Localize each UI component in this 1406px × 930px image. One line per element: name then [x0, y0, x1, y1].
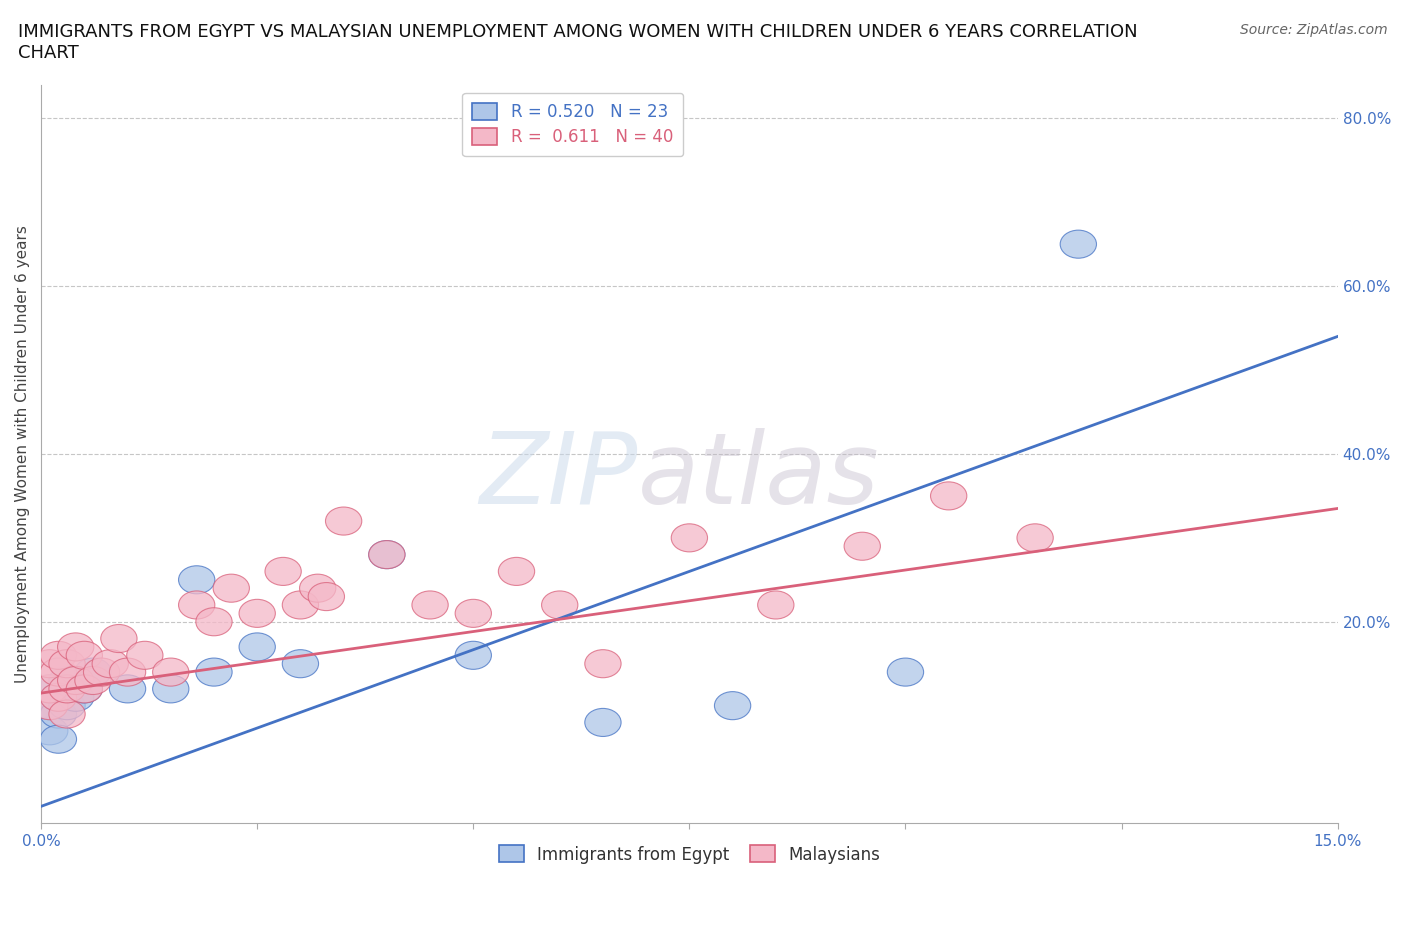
- Ellipse shape: [1060, 230, 1097, 259]
- Ellipse shape: [31, 675, 67, 703]
- Ellipse shape: [214, 574, 249, 603]
- Ellipse shape: [758, 591, 794, 619]
- Ellipse shape: [41, 684, 76, 711]
- Ellipse shape: [110, 675, 146, 703]
- Ellipse shape: [195, 607, 232, 636]
- Ellipse shape: [844, 532, 880, 560]
- Ellipse shape: [368, 540, 405, 568]
- Ellipse shape: [299, 574, 336, 603]
- Ellipse shape: [541, 591, 578, 619]
- Ellipse shape: [93, 650, 128, 678]
- Ellipse shape: [153, 658, 188, 686]
- Ellipse shape: [931, 482, 967, 510]
- Ellipse shape: [283, 650, 319, 678]
- Ellipse shape: [31, 650, 67, 678]
- Ellipse shape: [41, 700, 76, 728]
- Ellipse shape: [66, 675, 103, 703]
- Ellipse shape: [412, 591, 449, 619]
- Ellipse shape: [456, 642, 492, 670]
- Ellipse shape: [671, 524, 707, 551]
- Ellipse shape: [41, 658, 76, 686]
- Text: Source: ZipAtlas.com: Source: ZipAtlas.com: [1240, 23, 1388, 37]
- Ellipse shape: [179, 565, 215, 594]
- Ellipse shape: [31, 692, 67, 720]
- Ellipse shape: [264, 557, 301, 586]
- Ellipse shape: [887, 658, 924, 686]
- Ellipse shape: [368, 540, 405, 568]
- Ellipse shape: [41, 725, 76, 753]
- Ellipse shape: [101, 625, 136, 653]
- Ellipse shape: [49, 675, 86, 703]
- Text: IMMIGRANTS FROM EGYPT VS MALAYSIAN UNEMPLOYMENT AMONG WOMEN WITH CHILDREN UNDER : IMMIGRANTS FROM EGYPT VS MALAYSIAN UNEMP…: [18, 23, 1137, 62]
- Ellipse shape: [49, 667, 86, 695]
- Ellipse shape: [75, 667, 111, 695]
- Ellipse shape: [58, 633, 94, 661]
- Ellipse shape: [58, 667, 94, 695]
- Ellipse shape: [585, 709, 621, 737]
- Ellipse shape: [153, 675, 188, 703]
- Legend: Immigrants from Egypt, Malaysians: Immigrants from Egypt, Malaysians: [492, 839, 886, 870]
- Ellipse shape: [49, 700, 86, 728]
- Ellipse shape: [714, 692, 751, 720]
- Ellipse shape: [58, 684, 94, 711]
- Ellipse shape: [127, 642, 163, 670]
- Ellipse shape: [110, 658, 146, 686]
- Ellipse shape: [325, 507, 361, 535]
- Ellipse shape: [66, 642, 103, 670]
- Ellipse shape: [75, 658, 111, 686]
- Text: atlas: atlas: [637, 428, 879, 525]
- Ellipse shape: [83, 658, 120, 686]
- Ellipse shape: [456, 599, 492, 628]
- Ellipse shape: [308, 582, 344, 611]
- Ellipse shape: [283, 591, 319, 619]
- Ellipse shape: [31, 692, 67, 720]
- Ellipse shape: [1017, 524, 1053, 551]
- Y-axis label: Unemployment Among Women with Children Under 6 years: Unemployment Among Women with Children U…: [15, 225, 30, 683]
- Ellipse shape: [49, 650, 86, 678]
- Ellipse shape: [195, 658, 232, 686]
- Ellipse shape: [498, 557, 534, 586]
- Ellipse shape: [239, 599, 276, 628]
- Ellipse shape: [49, 692, 86, 720]
- Ellipse shape: [239, 633, 276, 661]
- Ellipse shape: [179, 591, 215, 619]
- Ellipse shape: [66, 675, 103, 703]
- Text: ZIP: ZIP: [479, 428, 637, 525]
- Ellipse shape: [41, 684, 76, 711]
- Ellipse shape: [31, 717, 67, 745]
- Ellipse shape: [585, 650, 621, 678]
- Ellipse shape: [31, 675, 67, 703]
- Ellipse shape: [41, 642, 76, 670]
